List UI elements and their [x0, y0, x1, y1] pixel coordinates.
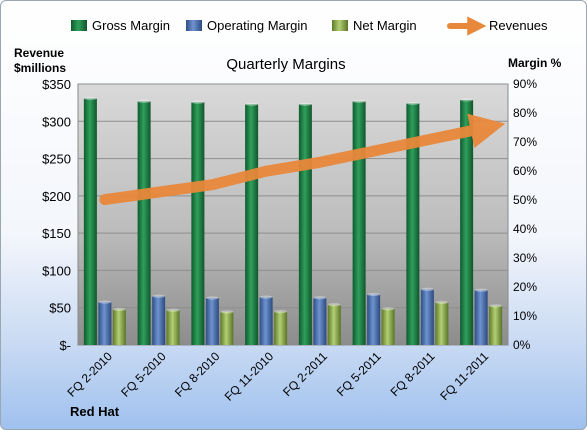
- x-axis-ticks: FQ 2-2010 FQ 5-2010 FQ 8-2010 FQ 11-2010 FQ …: [65, 349, 492, 404]
- bar-gross-margin-cap: [245, 102, 259, 106]
- bar-operating-margin-cap: [474, 288, 488, 292]
- left-tick-label: $300: [42, 114, 71, 129]
- bar-operating-margin: [98, 302, 112, 345]
- bar-net-margin: [166, 310, 180, 345]
- bar-operating-margin: [474, 290, 488, 345]
- bar-gross-margin-cap: [352, 99, 366, 103]
- bar-operating-margin-cap: [367, 292, 381, 297]
- legend-swatch-gross-margin: [71, 20, 87, 31]
- bar-net-margin: [220, 311, 234, 345]
- bars: [83, 96, 503, 346]
- bar-net-margin-cap: [166, 308, 180, 312]
- x-tick-label: FQ 11-2010: [222, 349, 277, 404]
- bar-operating-margin-cap: [98, 300, 112, 304]
- bar-gross-margin: [460, 99, 474, 345]
- revenue-line: [99, 113, 506, 206]
- bar-net-margin-cap: [274, 310, 288, 314]
- right-tick-label: 80%: [513, 106, 537, 120]
- legend-label-gross-margin: Gross Margin: [92, 18, 170, 33]
- bar-gross-margin-cap: [460, 98, 474, 102]
- x-tick-label: FQ 5-2010: [118, 349, 169, 400]
- bar-gross-margin-cap: [406, 101, 420, 106]
- bar-net-margin: [435, 302, 449, 345]
- x-tick-label: FQ 8-2011: [388, 349, 438, 399]
- bar-operating-margin: [152, 296, 166, 345]
- left-tick-label: $100: [42, 263, 71, 278]
- bar-operating-margin: [367, 294, 381, 345]
- bar-net-margin: [274, 311, 288, 345]
- legend: Gross Margin Operating Margin Net Margin…: [71, 16, 548, 36]
- bar-gross-margin: [245, 104, 259, 345]
- x-tick-label: FQ 2-2010: [65, 349, 116, 400]
- legend-label-net-margin: Net Margin: [353, 18, 417, 33]
- bar-gross-margin-cap: [137, 99, 151, 103]
- right-tick-label: 60%: [513, 164, 537, 178]
- bar-operating-margin: [313, 297, 327, 345]
- bar-operating-margin-cap: [259, 295, 273, 299]
- bar-gross-margin: [137, 101, 151, 346]
- x-tick-label: FQ 11-2011: [437, 349, 491, 403]
- bar-gross-margin: [83, 98, 97, 345]
- left-axis-ticks: $- $50 $100 $150 $200 $250 $300 $350: [42, 77, 71, 353]
- left-tick-label: $250: [42, 152, 71, 167]
- x-tick-label: FQ 8-2010: [172, 349, 223, 400]
- bar-gross-margin-cap: [298, 102, 312, 106]
- right-axis-title: Margin %: [508, 56, 562, 70]
- left-axis-title-line2: $millions: [14, 61, 66, 75]
- x-tick-label: FQ 5-2011: [334, 349, 384, 399]
- right-tick-label: 40%: [513, 222, 537, 236]
- legend-label-operating-margin: Operating Margin: [207, 18, 307, 33]
- bar-operating-margin: [420, 289, 434, 345]
- bar-gross-margin-cap: [83, 96, 97, 101]
- bar-gross-margin: [191, 102, 205, 346]
- left-tick-label: $200: [42, 189, 71, 204]
- bar-net-margin-cap: [381, 307, 395, 311]
- bar-gross-margin: [298, 104, 312, 345]
- legend-swatch-net-margin: [332, 20, 348, 31]
- bar-operating-margin-cap: [420, 287, 434, 291]
- bar-net-margin-cap: [435, 300, 449, 304]
- bar-gross-margin-cap: [191, 100, 205, 104]
- x-tick-label: FQ 2-2011: [280, 349, 330, 399]
- bar-operating-margin: [259, 297, 273, 345]
- bar-net-margin: [112, 309, 126, 345]
- bar-net-margin-cap: [220, 310, 234, 314]
- left-tick-label: $350: [42, 77, 71, 92]
- right-tick-label: 10%: [513, 309, 537, 323]
- left-tick-label: $50: [49, 301, 71, 316]
- legend-swatch-operating-margin: [186, 20, 202, 31]
- chart-title: Quarterly Margins: [226, 56, 345, 73]
- bar-operating-margin-cap: [205, 296, 219, 300]
- right-tick-label: 20%: [513, 280, 537, 294]
- bar-net-margin: [381, 308, 395, 345]
- right-tick-label: 50%: [513, 193, 537, 207]
- bar-operating-margin-cap: [313, 296, 327, 300]
- right-tick-label: 0%: [513, 338, 531, 352]
- company-label: Red Hat: [70, 404, 120, 419]
- bar-net-margin: [489, 305, 503, 345]
- bar-operating-margin: [205, 298, 219, 345]
- revenue-line-path: [99, 113, 506, 206]
- right-tick-label: 90%: [513, 77, 537, 91]
- bar-gross-margin: [406, 103, 420, 346]
- bar-net-margin: [327, 304, 341, 345]
- right-tick-label: 30%: [513, 251, 537, 265]
- legend-label-revenues: Revenues: [489, 18, 548, 33]
- left-tick-label: $-: [59, 338, 71, 353]
- left-tick-label: $150: [42, 226, 71, 241]
- bar-net-margin-cap: [112, 307, 126, 311]
- bar-net-margin-cap: [489, 304, 503, 308]
- right-axis-ticks: 0% 10% 20% 30% 40% 50% 60% 70% 80% 90%: [513, 77, 537, 352]
- bar-gross-margin: [352, 101, 366, 346]
- bar-net-margin-cap: [327, 303, 341, 307]
- bar-operating-margin-cap: [152, 294, 166, 298]
- left-axis-title-line1: Revenue: [14, 46, 64, 60]
- right-tick-label: 70%: [513, 135, 537, 149]
